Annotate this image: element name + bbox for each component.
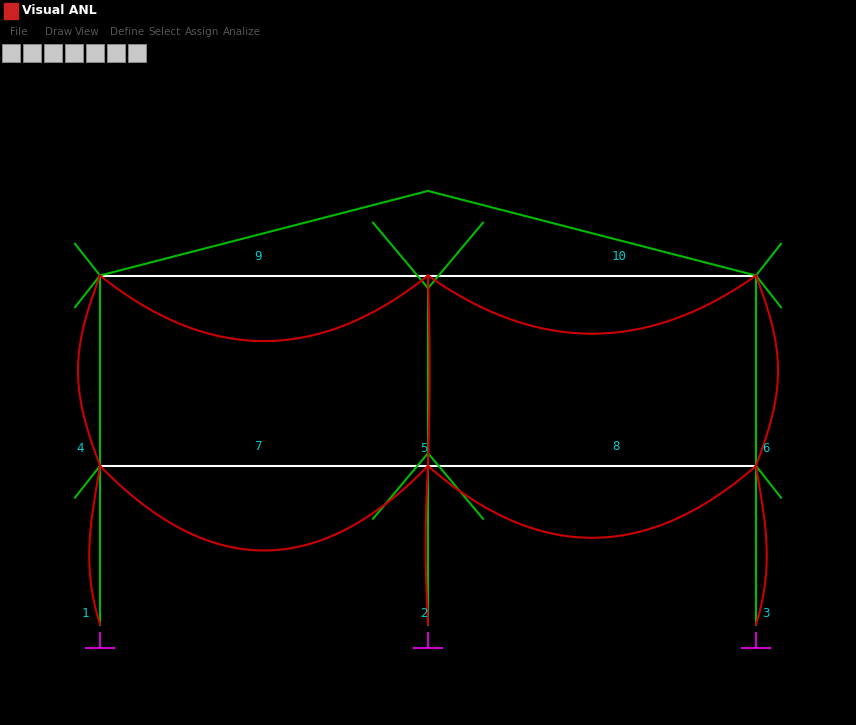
Text: 8: 8: [612, 440, 620, 453]
Text: Help: Help: [321, 27, 345, 37]
Text: X= -0.607      Y= 7.668: X= -0.607 Y= 7.668: [240, 46, 377, 59]
Text: 4: 4: [76, 442, 84, 455]
Bar: [23, 44, 41, 62]
Text: File: File: [10, 27, 27, 37]
Text: Visual ANL: Visual ANL: [22, 4, 97, 17]
Bar: [44, 44, 62, 62]
Text: Select: Select: [148, 27, 181, 37]
Text: Assign: Assign: [185, 27, 219, 37]
Bar: [4, 3, 18, 19]
Bar: [2, 44, 20, 62]
Text: 5: 5: [420, 442, 427, 455]
Bar: [65, 44, 83, 62]
Text: 7: 7: [254, 440, 261, 453]
Text: View: View: [75, 27, 100, 37]
Bar: [86, 44, 104, 62]
Text: Display: Display: [272, 27, 311, 37]
Text: 10: 10: [612, 250, 627, 263]
Text: 3: 3: [762, 608, 770, 621]
Bar: [128, 44, 146, 62]
Text: 6: 6: [762, 442, 770, 455]
Text: Analize: Analize: [223, 27, 261, 37]
Text: 9: 9: [254, 250, 261, 263]
Text: Define: Define: [110, 27, 144, 37]
Text: Draw: Draw: [45, 27, 72, 37]
Text: 1: 1: [82, 608, 90, 621]
Bar: [107, 44, 125, 62]
Text: 2: 2: [420, 608, 427, 621]
